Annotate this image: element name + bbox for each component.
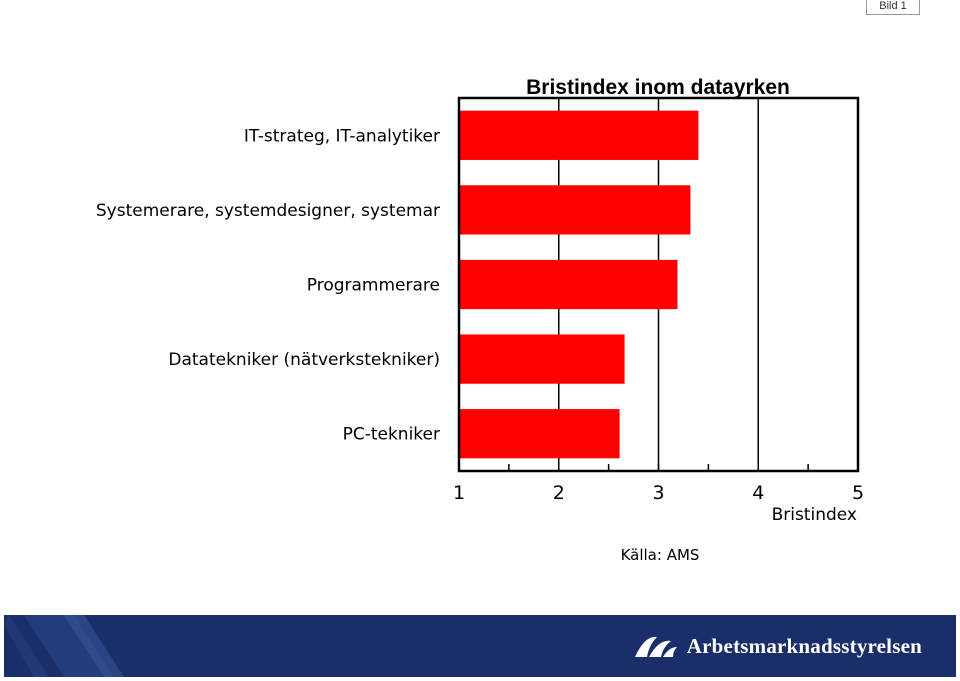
slide-number-tab: Bild 1: [866, 0, 920, 15]
x-tick-label: 2: [553, 482, 565, 504]
bar: [459, 110, 699, 160]
x-tick-label: 4: [752, 482, 764, 504]
bar: [459, 185, 691, 235]
bar: [459, 409, 620, 459]
bar: [459, 334, 625, 384]
brand-logo: Arbetsmarknadsstyrelsen: [633, 633, 922, 659]
brand-name: Arbetsmarknadsstyrelsen: [686, 633, 922, 658]
footer-banner: Arbetsmarknadsstyrelsen: [4, 615, 956, 677]
ams-logo-icon: [634, 636, 677, 657]
category-label: Datatekniker (nätverkstekniker): [168, 350, 440, 370]
x-tick-label: 3: [652, 482, 664, 504]
category-label: IT-strateg, IT-analytiker: [244, 126, 440, 146]
x-tick-label: 1: [453, 482, 465, 504]
chart-title: Bristindex inom datayrken: [526, 76, 790, 99]
category-label: PC-tekniker: [343, 425, 440, 445]
bar: [459, 259, 678, 310]
x-axis-title: Bristindex: [772, 505, 857, 525]
bar-chart: Bristindex inom datayrken IT-strateg, IT…: [96, 76, 864, 525]
category-label: Systemerare, systemdesigner, systemar: [96, 201, 440, 221]
x-tick-label: 5: [852, 482, 864, 504]
source-note: Källa: AMS: [620, 546, 700, 564]
category-label: Programmerare: [307, 276, 440, 296]
footer-decoration: [4, 615, 124, 677]
